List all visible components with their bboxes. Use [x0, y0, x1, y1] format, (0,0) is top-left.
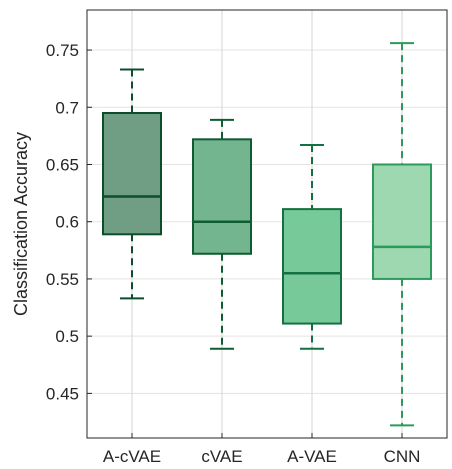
y-tick-label: 0.65 — [46, 155, 79, 174]
y-tick-label: 0.7 — [55, 98, 79, 117]
tick-labels: 0.45 0.5 0.55 0.6 0.65 0.7 0.75 A-cVAE cVAE A-VAE… — [46, 41, 421, 466]
y-tick-label: 0.6 — [55, 213, 79, 232]
box-cvae — [192, 118, 252, 350]
y-tick-label: 0.75 — [46, 41, 79, 60]
y-axis-label: Classification Accuracy — [11, 132, 31, 316]
iqr-box — [372, 163, 432, 280]
box-cnn — [372, 42, 432, 427]
iqr-box — [192, 138, 252, 255]
y-tick-label: 0.5 — [55, 327, 79, 346]
y-tick-label: 0.45 — [46, 384, 79, 403]
boxes — [102, 42, 432, 427]
iqr-box — [102, 111, 162, 236]
box-a-vae — [282, 144, 342, 350]
x-tick-label: A-VAE — [287, 447, 337, 466]
y-tick-label: 0.55 — [46, 270, 79, 289]
iqr-box — [282, 208, 342, 325]
axes — [86, 9, 448, 439]
x-tick-label: cVAE — [201, 447, 242, 466]
plot-frame — [86, 9, 448, 439]
x-tick-label: CNN — [384, 447, 421, 466]
box-a-cvae — [102, 68, 162, 300]
x-tick-label: A-cVAE — [103, 447, 161, 466]
